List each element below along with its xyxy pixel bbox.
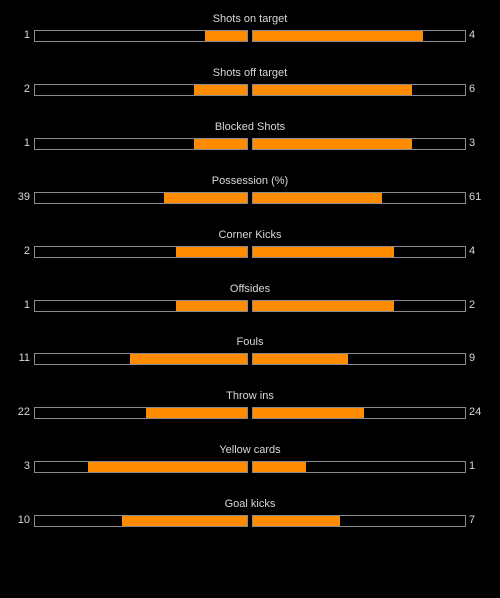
home-value: 1 (23, 137, 30, 149)
away-bar-fill (253, 247, 395, 257)
home-bar (34, 300, 248, 312)
home-bar (34, 461, 248, 473)
away-bar-fill (253, 516, 341, 526)
home-value: 3 (23, 460, 30, 472)
home-bar-fill (194, 85, 247, 95)
home-bar (34, 407, 248, 419)
away-bar (252, 192, 466, 204)
home-bar-fill (204, 31, 247, 41)
away-bar (252, 246, 466, 258)
home-bar-fill (122, 516, 247, 526)
away-bar-fill (253, 31, 423, 41)
away-value: 4 (469, 245, 476, 257)
away-bar-fill (253, 408, 364, 418)
away-bar-fill (253, 354, 349, 364)
home-bar-fill (176, 247, 247, 257)
home-value: 1 (23, 29, 30, 41)
away-value: 61 (469, 191, 482, 203)
away-value: 2 (469, 299, 476, 311)
home-bar (34, 192, 248, 204)
home-bar-fill (130, 354, 247, 364)
away-value: 4 (469, 29, 476, 41)
home-value: 11 (18, 352, 30, 364)
away-bar-fill (253, 85, 412, 95)
home-bar-fill (194, 139, 247, 149)
away-bar-fill (253, 462, 306, 472)
away-bar (252, 515, 466, 527)
home-bar (34, 515, 248, 527)
stat-label: Corner Kicks (218, 229, 282, 241)
away-bar (252, 138, 466, 150)
home-value: 2 (23, 83, 30, 95)
home-bar (34, 353, 248, 365)
stat-row: Yellow cards 3 1 (0, 443, 500, 483)
stat-label: Throw ins (226, 390, 274, 402)
away-bar (252, 461, 466, 473)
away-bar-fill (253, 301, 395, 311)
home-bar-fill (164, 193, 247, 203)
away-value: 7 (469, 514, 476, 526)
home-bar (34, 84, 248, 96)
stat-row: Corner Kicks 2 4 (0, 228, 500, 268)
stat-label: Fouls (236, 336, 264, 348)
away-bar (252, 407, 466, 419)
home-value: 22 (17, 406, 30, 418)
stat-label: Shots off target (212, 67, 288, 79)
home-bar-fill (88, 462, 247, 472)
home-bar (34, 30, 248, 42)
stat-row: Possession (%) 39 61 (0, 174, 500, 214)
away-value: 9 (469, 352, 476, 364)
home-bar (34, 138, 248, 150)
stat-label: Yellow cards (219, 444, 281, 456)
stat-label: Offsides (229, 283, 271, 295)
stat-row: Goal kicks 10 7 (0, 497, 500, 537)
away-value: 6 (469, 83, 476, 95)
home-bar-fill (176, 301, 247, 311)
home-value: 10 (17, 514, 30, 526)
away-value: 1 (469, 460, 476, 472)
home-value: 2 (23, 245, 30, 257)
stat-label: Goal kicks (224, 498, 276, 510)
stat-row: Blocked Shots 1 3 (0, 120, 500, 160)
away-value: 3 (469, 137, 476, 149)
away-bar-fill (253, 193, 383, 203)
stat-label: Blocked Shots (214, 121, 286, 133)
home-value: 39 (17, 191, 30, 203)
stat-label: Possession (%) (211, 175, 289, 187)
away-value: 24 (469, 406, 482, 418)
away-bar (252, 30, 466, 42)
stat-row: Offsides 1 2 (0, 282, 500, 322)
home-bar-fill (145, 408, 247, 418)
stat-label: Shots on target (212, 13, 288, 25)
away-bar-fill (253, 139, 412, 149)
stat-row: Shots off target 2 6 (0, 66, 500, 106)
home-value: 1 (23, 299, 30, 311)
away-bar (252, 300, 466, 312)
away-bar (252, 84, 466, 96)
stat-row: Shots on target 1 4 (0, 12, 500, 52)
stat-row: Throw ins 22 24 (0, 389, 500, 429)
stat-row: Fouls 11 9 (0, 335, 500, 375)
away-bar (252, 353, 466, 365)
home-bar (34, 246, 248, 258)
